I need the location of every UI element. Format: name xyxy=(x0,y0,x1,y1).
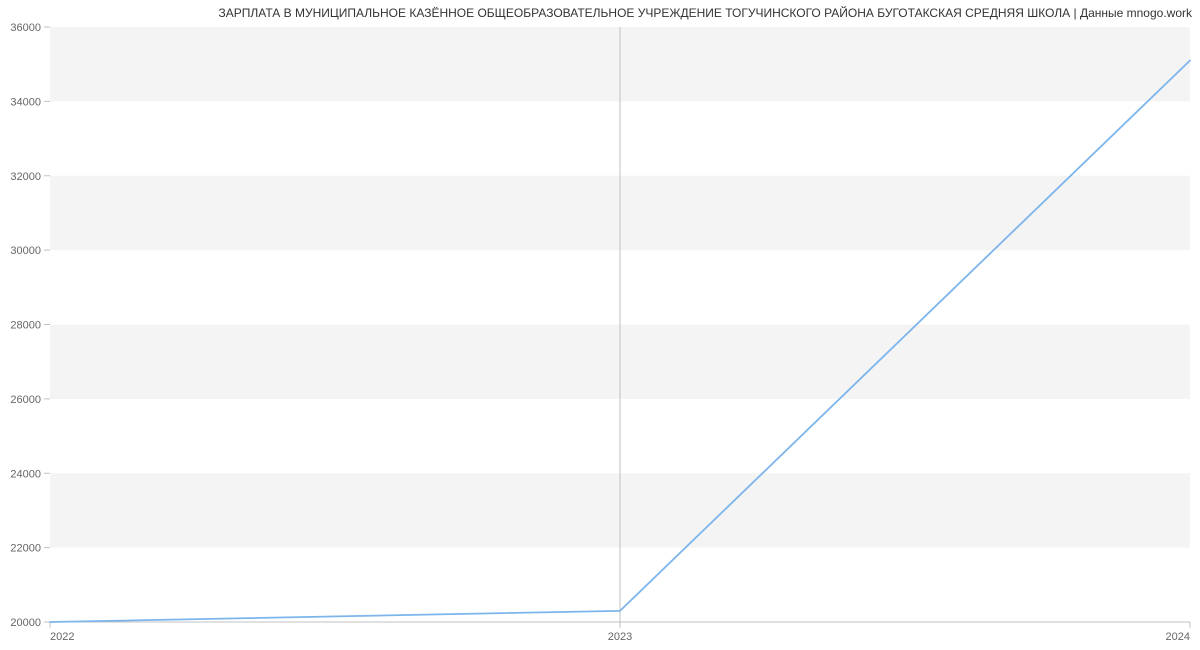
chart-svg: 20000 22000 24000 26000 28000 30000 32000 34000… xyxy=(0,22,1200,650)
y-tick-label: 22000 xyxy=(10,543,41,555)
y-tick-label: 34000 xyxy=(10,96,41,108)
y-tick-label: 32000 xyxy=(10,171,41,183)
y-tick-label: 24000 xyxy=(10,468,41,480)
y-tick-label: 20000 xyxy=(10,617,41,629)
y-tick-label: 36000 xyxy=(10,22,41,34)
y-tick-label: 28000 xyxy=(10,320,41,332)
y-tick-label: 26000 xyxy=(10,394,41,406)
y-tick-label: 30000 xyxy=(10,245,41,257)
x-tick-label: 2022 xyxy=(50,631,74,643)
x-tick-label: 2024 xyxy=(1166,631,1190,643)
x-tick-label: 2023 xyxy=(608,631,632,643)
chart-title: ЗАРПЛАТА В МУНИЦИПАЛЬНОЕ КАЗЁННОЕ ОБЩЕОБ… xyxy=(8,6,1192,20)
chart-area: 20000 22000 24000 26000 28000 30000 32000 34000… xyxy=(0,22,1200,650)
